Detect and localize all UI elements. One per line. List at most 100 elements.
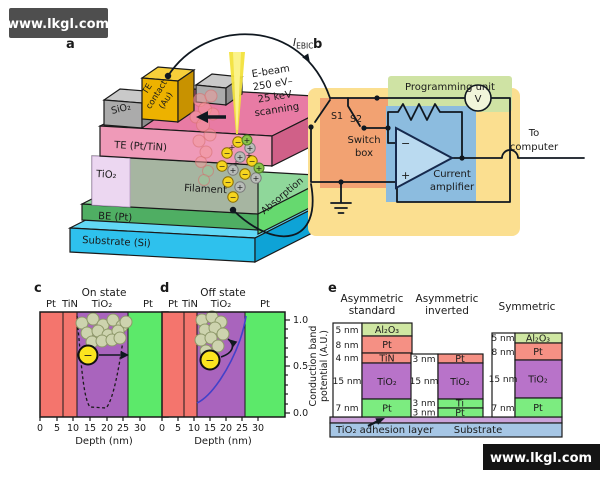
panel-d: d Off state − Pt TiN TiO₂ Pt bbox=[159, 281, 330, 447]
svg-text:30: 30 bbox=[252, 423, 264, 434]
electron-sign-c: − bbox=[83, 349, 92, 362]
iebic-label: IEBIC bbox=[293, 37, 313, 51]
svg-text:15 nm: 15 nm bbox=[333, 377, 362, 387]
plot-frame-d bbox=[161, 311, 286, 418]
electron-sign-d: − bbox=[205, 354, 214, 367]
charge-cloud: − − − − − − − + + + + + + + + + + bbox=[216, 134, 265, 203]
s1-label: S1 bbox=[331, 111, 343, 122]
iebic-arrowhead bbox=[302, 53, 310, 63]
region-tin-d bbox=[184, 312, 197, 417]
watermark-top-left: www.lkgl.com bbox=[7, 8, 109, 38]
off-state-potential-curve bbox=[196, 315, 247, 404]
tio2-label: TiO₂ bbox=[95, 169, 117, 181]
y-axis-label-line-2: potential (A.U.) bbox=[319, 330, 330, 402]
y-ticks-d bbox=[285, 319, 290, 414]
svg-text:15: 15 bbox=[84, 423, 96, 434]
svg-text:10: 10 bbox=[188, 423, 200, 434]
svg-text:−: − bbox=[230, 193, 237, 202]
be-to-circuit-wire bbox=[232, 183, 314, 238]
svg-text:+: + bbox=[246, 151, 253, 160]
svg-text:15 nm: 15 nm bbox=[489, 375, 518, 385]
adhesion-layer-label: TiO₂ adhesion layer bbox=[335, 425, 434, 436]
svg-text:1.0: 1.0 bbox=[293, 315, 308, 326]
svg-text:−: − bbox=[242, 170, 249, 179]
region-labels-c: Pt TiN TiO₂ Pt bbox=[46, 299, 153, 310]
svg-text:7 nm: 7 nm bbox=[335, 404, 358, 414]
programming-unit-label: Programming unit bbox=[405, 82, 495, 93]
svg-text:TiN: TiN bbox=[378, 354, 394, 365]
svg-text:−: − bbox=[224, 149, 231, 158]
opamp-minus-input: − bbox=[401, 137, 410, 150]
svg-text:10: 10 bbox=[67, 423, 79, 434]
svg-text:Pt: Pt bbox=[382, 340, 392, 351]
svg-text:20: 20 bbox=[220, 423, 232, 434]
svg-text:15 nm: 15 nm bbox=[410, 377, 439, 387]
adhesion-layer-strip bbox=[329, 416, 563, 424]
electron-marker-d bbox=[199, 349, 221, 371]
region-pt-left-d bbox=[162, 312, 184, 417]
svg-text:30: 30 bbox=[134, 423, 146, 434]
svg-text:3 nm: 3 nm bbox=[412, 399, 435, 409]
current-amplifier-label-1: Current bbox=[433, 169, 471, 180]
svg-text:5 nm: 5 nm bbox=[335, 326, 358, 336]
to-computer-label-2: computer bbox=[510, 142, 559, 153]
x-axis-label-d: Depth (nm) bbox=[194, 436, 252, 447]
watermark-bottom-right-text: www.lkgl.com bbox=[490, 451, 592, 466]
svg-text:−: − bbox=[225, 178, 232, 187]
switch-box-label-2: box bbox=[355, 148, 373, 159]
stack-asymmetric-standard: 5 nm 8 nm 4 nm 15 nm 7 nm Al₂O₃ Pt TiN T… bbox=[332, 322, 413, 418]
adhesion-arrowhead bbox=[375, 418, 385, 425]
watermark-top-left-text: www.lkgl.com bbox=[7, 17, 109, 32]
x-axis-label-c: Depth (nm) bbox=[75, 436, 133, 447]
electron-marker-c bbox=[77, 344, 99, 366]
svg-text:Pt: Pt bbox=[455, 354, 465, 365]
filament-label: Filament bbox=[184, 183, 227, 196]
svg-text:Al₂O₃: Al₂O₃ bbox=[375, 325, 399, 336]
scan-direction-arrow bbox=[196, 111, 226, 123]
electron-drift-arrowhead bbox=[121, 351, 129, 359]
switch-s1-blade[interactable] bbox=[314, 99, 331, 123]
svg-text:+: + bbox=[230, 166, 237, 175]
svg-text:25: 25 bbox=[236, 423, 248, 434]
svg-text:4 nm: 4 nm bbox=[335, 354, 358, 364]
svg-text:TiN: TiN bbox=[181, 299, 198, 310]
svg-text:7 nm: 7 nm bbox=[491, 404, 514, 414]
panel-a-label: a bbox=[66, 37, 75, 52]
svg-text:+: + bbox=[233, 159, 240, 168]
region-pt-left bbox=[40, 312, 63, 417]
panel-b: b IEBIC − + V Programming unit bbox=[167, 33, 585, 238]
x-tick-labels-c: 0 5 10 15 20 25 30 bbox=[37, 423, 146, 434]
svg-text:5: 5 bbox=[54, 423, 60, 434]
svg-text:TiO₂: TiO₂ bbox=[449, 377, 470, 388]
opamp-plus-input: + bbox=[401, 169, 410, 182]
stack3-title: Symmetric bbox=[499, 301, 556, 313]
stack-asymmetric-inverted: 3 nm 15 nm 3 nm 3 nm Pt TiO₂ Ti Pt bbox=[410, 353, 484, 419]
panel-c-label: c bbox=[34, 281, 42, 296]
current-amplifier-label-2: amplifier bbox=[430, 182, 475, 193]
svg-text:TiN: TiN bbox=[61, 299, 78, 310]
svg-text:Al₂O₃: Al₂O₃ bbox=[526, 334, 550, 345]
stack1-title-2: standard bbox=[349, 305, 396, 317]
svg-text:TiO₂: TiO₂ bbox=[91, 299, 112, 310]
panel-b-label: b bbox=[313, 37, 322, 52]
be-label: BE (Pt) bbox=[98, 211, 133, 224]
svg-text:TiO₂: TiO₂ bbox=[527, 375, 548, 386]
x-tick-labels-d: 0 5 10 15 20 25 30 bbox=[159, 423, 264, 434]
stack-symmetric: 5 nm 8 nm 15 nm 7 nm Al₂O₃ Pt TiO₂ Pt bbox=[489, 332, 563, 418]
svg-text:−: − bbox=[235, 138, 242, 147]
switch-s2-blade[interactable] bbox=[347, 97, 361, 127]
feedback-resistor-wire bbox=[387, 103, 463, 159]
to-computer-label-1: To bbox=[528, 128, 540, 139]
svg-text:+: + bbox=[247, 144, 254, 153]
x-ticks-c bbox=[39, 417, 141, 421]
opamp-triangle bbox=[395, 126, 455, 190]
region-tin bbox=[63, 312, 77, 417]
substrate-bar bbox=[329, 422, 563, 438]
panel-c-title: On state bbox=[82, 287, 127, 299]
electron-charges: − − − − − − − bbox=[216, 136, 258, 203]
panel-d-label: d bbox=[160, 281, 169, 296]
svg-text:Pt: Pt bbox=[143, 299, 153, 310]
voltmeter-label: V bbox=[475, 94, 482, 105]
